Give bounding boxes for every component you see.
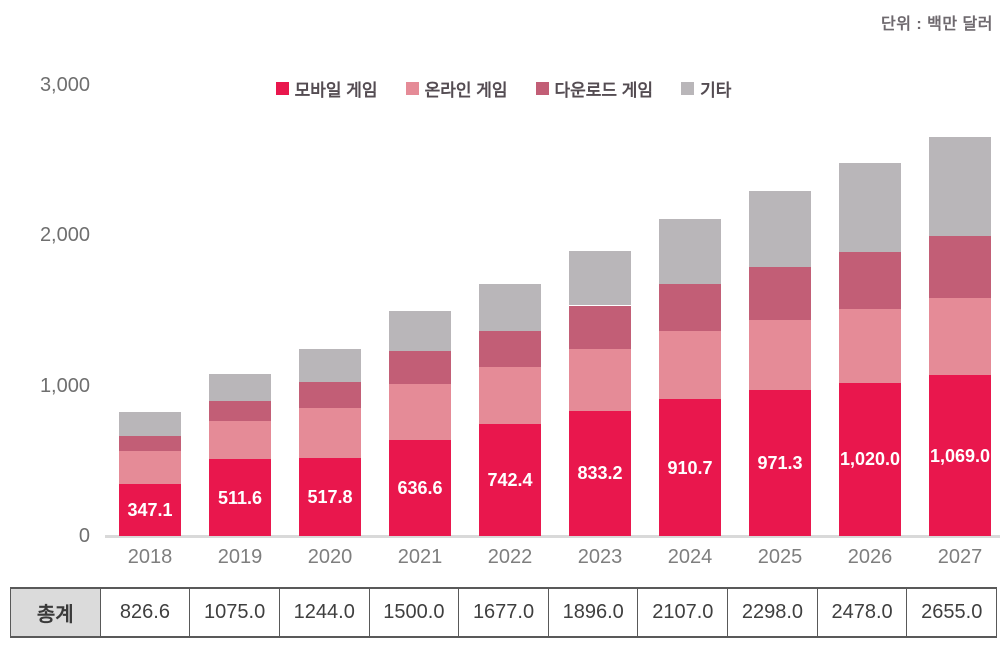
bar-segment-others-2018 [119,411,181,436]
bar-segment-mobile-2024 [659,399,721,536]
x-axis-tick-label-2020: 2020 [307,546,353,568]
bar-segment-mobile-2023 [569,410,631,536]
legend-item-download: 다운로드 게임 [535,76,654,101]
unit-label: 단위 : 백만 달러 [881,16,993,33]
legend-label-mobile: 모바일 게임 [294,81,378,100]
bar-segment-online-2027 [929,297,991,376]
bar-segment-others-2020 [299,348,361,382]
y-axis-tick-label: 2,000 [39,224,90,247]
bar-segment-others-2019 [209,374,271,402]
totals-value-cell-2020: 1244.0 [278,589,369,636]
legend-swatch-others-icon [681,82,695,95]
bar-segment-others-2026 [839,163,901,252]
bar-segment-mobile-2018 [119,483,181,536]
bar-segment-mobile-2027 [929,375,991,536]
bar-value-label-2021: 636.6 [397,478,443,499]
legend-item-online: 온라인 게임 [405,76,508,101]
x-axis-tick-label-2019: 2019 [217,546,263,568]
totals-value-cell-2024: 2107.0 [637,589,728,636]
bar-segment-others-2027 [929,136,991,237]
x-axis-line [105,535,1000,538]
y-axis-tick-label: 0 [78,525,90,547]
bar-segment-online-2022 [479,366,541,425]
totals-table: 총계 826.6 1075.0 1244.0 1500.0 1677.0 1896.0 210… [10,587,998,638]
x-axis-tick-label-2026: 2026 [847,546,893,568]
bar-value-label-2026: 1,020.0 [839,449,901,470]
legend: 모바일 게임 온라인 게임 다운로드 게임 기타 [0,76,1007,101]
bar-value-label-2018: 347.1 [127,499,173,520]
legend-item-mobile: 모바일 게임 [275,76,378,101]
bar-segment-online-2025 [749,319,811,390]
bar-segment-download-2022 [479,330,541,367]
bar-segment-online-2023 [569,348,631,411]
bar-segment-online-2026 [839,309,901,383]
x-axis-tick-label-2024: 2024 [667,546,713,568]
legend-swatch-online-icon [405,82,419,95]
bar-segment-download-2026 [839,252,901,310]
bar-segment-mobile-2025 [749,389,811,536]
bar-segment-others-2022 [479,283,541,331]
bar-segment-download-2024 [659,284,721,332]
bar-segment-mobile-2019 [209,459,271,536]
bar-value-label-2023: 833.2 [577,463,623,484]
totals-value-cell-2027: 2655.0 [906,589,998,636]
x-axis-tick-label-2025: 2025 [757,546,803,568]
bar-segment-others-2021 [389,310,451,351]
x-axis-tick-label-2022: 2022 [487,546,533,568]
bar-value-label-2022: 742.4 [487,470,533,491]
bar-value-label-2025: 971.3 [757,452,803,473]
legend-swatch-mobile-icon [275,82,289,95]
legend-label-others: 기타 [700,81,732,100]
x-axis-tick-label-2027: 2027 [937,546,983,568]
totals-value-cell-2021: 1500.0 [368,589,459,636]
bar-segment-online-2020 [299,407,361,459]
totals-value-cell-2023: 1896.0 [547,589,638,636]
bar-segment-mobile-2026 [839,382,901,536]
bar-segment-download-2025 [749,267,811,320]
bar-segment-download-2018 [119,435,181,452]
bar-segment-download-2023 [569,305,631,349]
bar-segment-online-2019 [209,420,271,460]
bar-segment-others-2025 [749,190,811,268]
y-axis-tick-label: 1,000 [39,374,90,397]
totals-value-cell-2026: 2478.0 [816,589,907,636]
totals-header-cell: 총계 [10,589,100,636]
totals-value-cell-2025: 2298.0 [727,589,817,636]
bar-value-label-2024: 910.7 [667,457,713,478]
x-axis-tick-label-2023: 2023 [577,546,623,568]
bar-segment-download-2019 [209,401,271,421]
bar-segment-download-2020 [299,381,361,408]
y-axis-tick-label: 3,000 [39,74,90,96]
legend-label-download: 다운로드 게임 [554,81,654,100]
bar-segment-online-2024 [659,331,721,400]
bar-segment-mobile-2022 [479,424,541,536]
bar-segment-online-2021 [389,384,451,441]
bar-segment-online-2018 [119,451,181,484]
totals-value-cell-2022: 1677.0 [458,589,548,636]
bar-value-label-2020: 517.8 [307,487,353,508]
bar-segment-others-2024 [659,219,721,285]
bar-segment-mobile-2020 [299,458,361,536]
totals-value-cell-2019: 1075.0 [189,589,279,636]
legend-swatch-download-icon [535,82,549,95]
bar-segment-mobile-2021 [389,440,451,536]
bar-segment-others-2023 [569,250,631,306]
bar-segment-download-2027 [929,236,991,298]
legend-label-online: 온라인 게임 [424,81,508,100]
legend-item-others: 기타 [681,76,731,101]
x-axis-tick-label-2021: 2021 [397,546,443,568]
bar-value-label-2019: 511.6 [217,487,263,508]
bar-segment-download-2021 [389,350,451,385]
x-axis-tick-label-2018: 2018 [127,546,173,568]
totals-value-cell-2018: 826.6 [99,589,190,636]
bar-value-label-2027: 1,069.0 [929,445,991,466]
